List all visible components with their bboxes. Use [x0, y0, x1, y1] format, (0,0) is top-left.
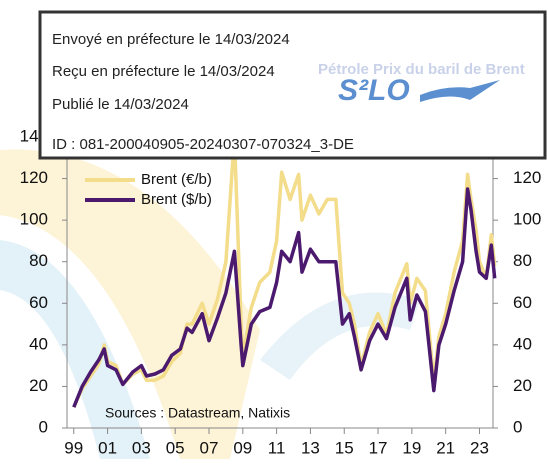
stamp-line: Reçu en préfecture le 14/03/2024 — [52, 63, 275, 80]
y-tick-label: 20 — [29, 376, 48, 395]
stamp-box — [38, 10, 547, 160]
x-tick-label: 17 — [369, 438, 388, 457]
x-tick-label: 13 — [301, 438, 320, 457]
y-tick-label: 80 — [29, 251, 48, 270]
y2-tick-label: 80 — [513, 251, 532, 270]
source: Sources : Datastream, Natixis — [105, 405, 290, 421]
y-tick-label: 40 — [29, 334, 48, 353]
x-tick-label: 05 — [166, 438, 185, 457]
logo: S²LO — [338, 74, 410, 107]
x-tick-label: 03 — [132, 438, 151, 457]
y2-tick-label: 0 — [513, 417, 522, 436]
y-tick-label: 60 — [29, 293, 48, 312]
watermark — [0, 240, 150, 459]
x-tick-label: 07 — [200, 438, 219, 457]
y2-tick-label: 120 — [513, 168, 541, 187]
x-tick-label: 11 — [268, 438, 286, 457]
stamp-line: ID : 081-200040905-20240307-070324_3-DE — [52, 136, 354, 153]
y-tick-label: 120 — [20, 168, 48, 187]
x-tick-label: 23 — [470, 438, 489, 457]
logo-swoosh — [420, 80, 500, 102]
watermark — [0, 149, 260, 459]
chart-title: Pétrole Prix du baril de Brent — [318, 61, 525, 78]
y2-tick-label: 40 — [513, 334, 532, 353]
x-tick-label: 15 — [335, 438, 354, 457]
y2-tick-label: 60 — [513, 293, 532, 312]
stamp: Pétrole Prix du baril de Brent Envoyé en… — [38, 10, 547, 160]
x-tick-label: 19 — [402, 438, 421, 457]
x-tick-label: 21 — [436, 438, 455, 457]
y-tick-label: 0 — [39, 417, 48, 436]
y2-tick-label: 100 — [513, 210, 541, 229]
stamp-line: Envoyé en préfecture le 14/03/2024 — [52, 31, 290, 48]
series-line — [72, 135, 497, 408]
legend-label: Brent ($/b) — [141, 191, 212, 208]
x-tick-label: 99 — [64, 438, 83, 457]
series-line — [72, 187, 497, 408]
x-tick-label: 09 — [233, 438, 252, 457]
y-tick-label: 100 — [20, 210, 48, 229]
x-tick-label: 01 — [98, 438, 117, 457]
y2-tick-label: 20 — [513, 376, 532, 395]
stamp-line: Publié le 14/03/2024 — [52, 96, 189, 113]
legend-label: Brent (€/b) — [141, 171, 212, 188]
